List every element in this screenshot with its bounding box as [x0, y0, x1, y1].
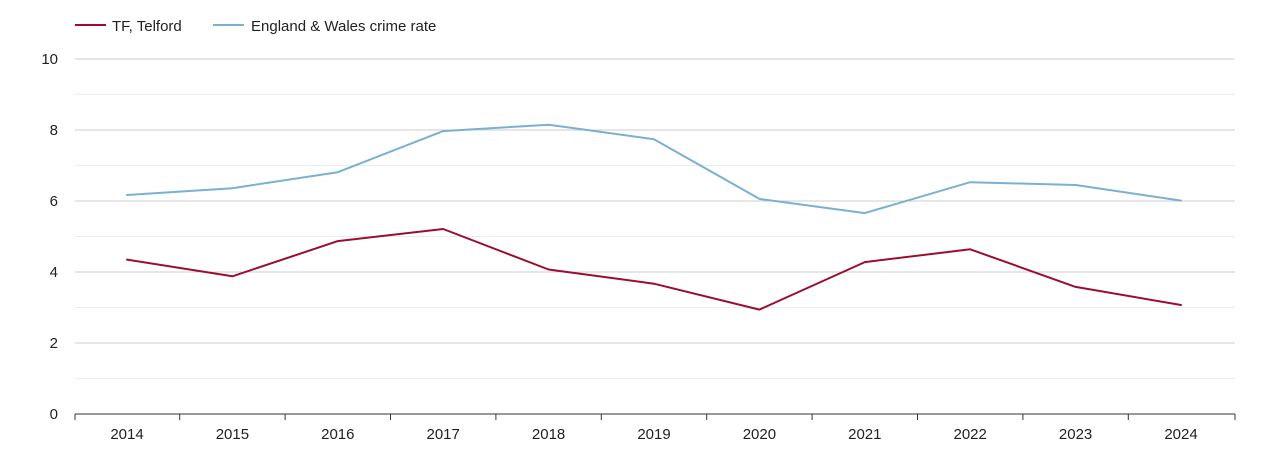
series-line-tf-telford: [126, 228, 1182, 311]
y-tick-label: 4: [50, 264, 58, 281]
x-tick-label: 2017: [427, 426, 460, 443]
x-axis: 2014 2015 2016 2017 2018 2019 2020 2021 2022 2023…: [74, 413, 1236, 443]
y-tick-label: 2: [50, 335, 58, 352]
legend-label-england-wales: England & Wales crime rate: [251, 18, 436, 35]
x-tick-label: 2021: [848, 426, 881, 443]
x-tick-label: 2022: [954, 426, 987, 443]
x-tick-label: 2015: [216, 426, 249, 443]
series-line-england-wales-crime-rate: [126, 123, 1182, 215]
gridlines: [75, 58, 1235, 379]
y-tick-label: 0: [50, 406, 58, 423]
x-tick-label: 2018: [532, 426, 565, 443]
y-tick-label: 6: [50, 193, 58, 210]
y-tick-label: 8: [50, 122, 58, 139]
x-tick-label: 2016: [321, 426, 354, 443]
x-tick-label: 2023: [1059, 426, 1092, 443]
legend-label-tf-telford: TF, Telford: [112, 18, 182, 35]
series-lines: [126, 123, 1182, 311]
x-tick-label: 2014: [110, 426, 143, 443]
x-tick-label: 2020: [743, 426, 776, 443]
legend: TF, Telford England & Wales crime rate: [75, 18, 436, 35]
y-tick-label: 10: [41, 51, 58, 68]
x-tick-label: 2019: [637, 426, 670, 443]
y-axis: 0 2 4 6 8 10: [41, 51, 58, 423]
x-tick-label: 2024: [1164, 426, 1197, 443]
